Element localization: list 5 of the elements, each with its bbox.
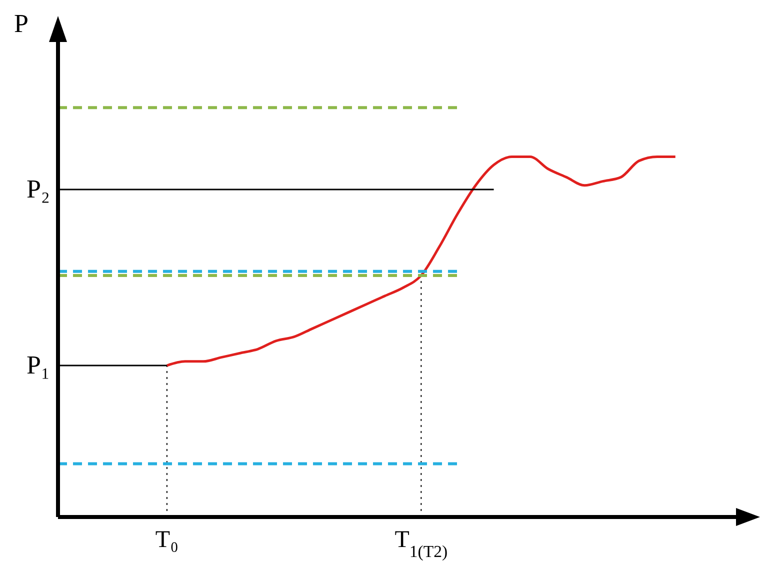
y-axis-title: P bbox=[14, 9, 28, 38]
x-tick-label: T$_{1(T2)}$ bbox=[394, 527, 448, 560]
x-tick-label: T₀ bbox=[155, 527, 178, 553]
series-label: P₁ bbox=[26, 350, 50, 380]
series-label: P₂ bbox=[26, 174, 50, 204]
